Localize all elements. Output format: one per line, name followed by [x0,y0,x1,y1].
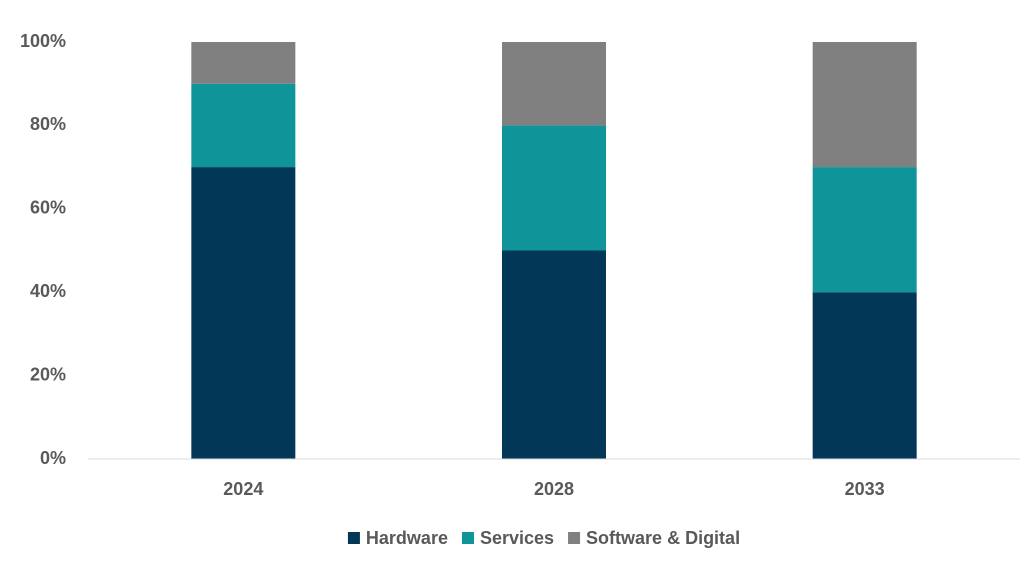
y-tick-label: 0% [40,448,66,468]
legend: Hardware Services Software & Digital [347,528,740,548]
legend-swatch [461,532,474,544]
y-tick-label: 20% [30,364,66,384]
legend-swatch [568,532,581,544]
legend-swatch [347,532,360,544]
bar-segment [191,83,296,168]
y-tick-label: 60% [30,198,66,218]
x-tick-label: 2024 [223,479,263,499]
bar-segment [502,250,606,459]
bar-segment [812,167,917,293]
y-tick-label: 100% [20,31,66,51]
legend-label: Software & Digital [586,528,740,548]
legend-label: Hardware [366,528,448,548]
bar-segment [191,167,296,459]
y-tick-label: 40% [30,281,66,301]
x-tick-label: 2033 [845,479,885,499]
y-tick-label: 80% [30,114,66,134]
legend-label: Services [480,528,554,548]
bar-segment [502,42,606,126]
bar-segment [191,42,296,84]
bar-segment [502,125,606,251]
bar-segment [812,42,917,168]
bar-segment [812,292,917,459]
x-tick-label: 2028 [534,479,574,499]
